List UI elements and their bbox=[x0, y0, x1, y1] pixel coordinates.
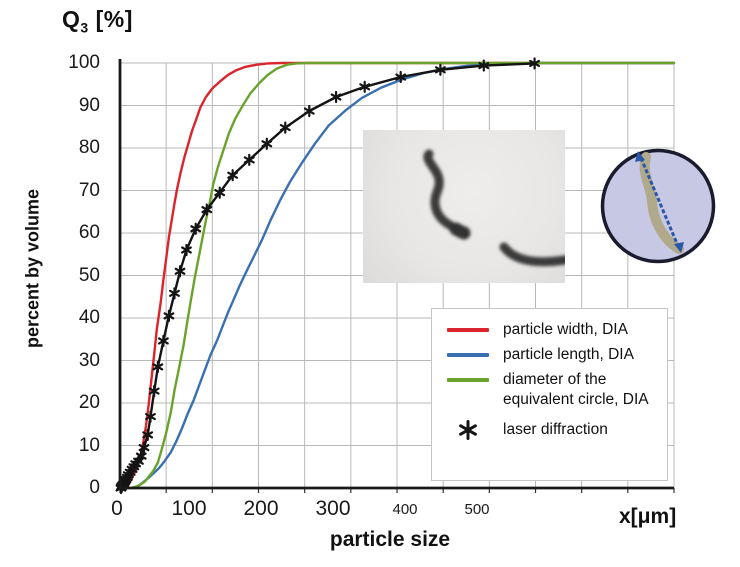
x-tick-label: 100 bbox=[171, 497, 207, 520]
y-tick-label: 40 bbox=[78, 307, 100, 328]
y-tick-label: 20 bbox=[78, 392, 100, 413]
legend-label: diameter of the equivalent circle, DIA bbox=[503, 371, 649, 408]
green-line-swatch bbox=[447, 378, 489, 382]
x-tick-label: 200 bbox=[243, 497, 279, 520]
blue-line-swatch bbox=[447, 353, 489, 357]
x-tick-label: 400 bbox=[392, 501, 418, 518]
y-tick-label: 80 bbox=[78, 137, 100, 158]
x-axis-unit-label: x[μm] bbox=[619, 505, 677, 528]
legend-label: particle length, DIA bbox=[503, 346, 634, 363]
x-tick-label: 0 bbox=[111, 497, 123, 520]
legend-label: laser diffraction bbox=[503, 421, 608, 438]
y-tick-label: 60 bbox=[78, 222, 100, 243]
equivalent-circle bbox=[600, 148, 716, 264]
y-tick-label: 50 bbox=[78, 264, 100, 286]
x-tick-label: 500 bbox=[464, 501, 490, 518]
dark-particle-1-tip bbox=[449, 222, 471, 240]
chart-title-symbol: Q bbox=[62, 6, 81, 32]
x-tick-label: 300 bbox=[315, 497, 351, 520]
particle-photo-drawing bbox=[423, 149, 570, 267]
red-line-swatch bbox=[447, 328, 489, 332]
y-tick-label: 0 bbox=[89, 477, 100, 498]
chart-title-unit: [%] bbox=[88, 6, 133, 32]
legend-item-particle-width: particle width, DIA bbox=[446, 320, 667, 340]
equivalent-circle-inset bbox=[600, 148, 716, 264]
legend-label: particle width, DIA bbox=[503, 321, 628, 338]
laser-diffraction-markers bbox=[115, 57, 541, 495]
chart-title-subscript: 3 bbox=[80, 19, 89, 36]
y-tick-label: 10 bbox=[78, 434, 100, 456]
axes bbox=[118, 59, 674, 490]
legend-item-particle-length: particle length, DIA bbox=[446, 345, 667, 365]
y-tick-label: 30 bbox=[78, 349, 100, 371]
chart-title: Q3 [%] bbox=[62, 6, 133, 36]
tan-particle-shape bbox=[639, 152, 684, 254]
dark-particle-1 bbox=[423, 149, 468, 238]
legend: particle width, DIA particle length, DIA… bbox=[431, 308, 668, 481]
asterisk-icon bbox=[459, 420, 477, 440]
legend-item-equivalent-circle: diameter of the equivalent circle, DIA bbox=[446, 370, 667, 410]
legend-item-laser-diffraction: laser diffraction bbox=[446, 419, 667, 441]
y-tick-label: 100 bbox=[68, 52, 100, 73]
microscope-photo-inset bbox=[363, 130, 570, 283]
dark-particle-2 bbox=[499, 242, 570, 267]
y-tick-label: 70 bbox=[78, 179, 100, 201]
series-line-2 bbox=[129, 61, 676, 490]
diameter-arrow bbox=[635, 151, 684, 253]
y-tick-label: 90 bbox=[78, 94, 100, 116]
x-axis-title: particle size bbox=[329, 528, 451, 551]
